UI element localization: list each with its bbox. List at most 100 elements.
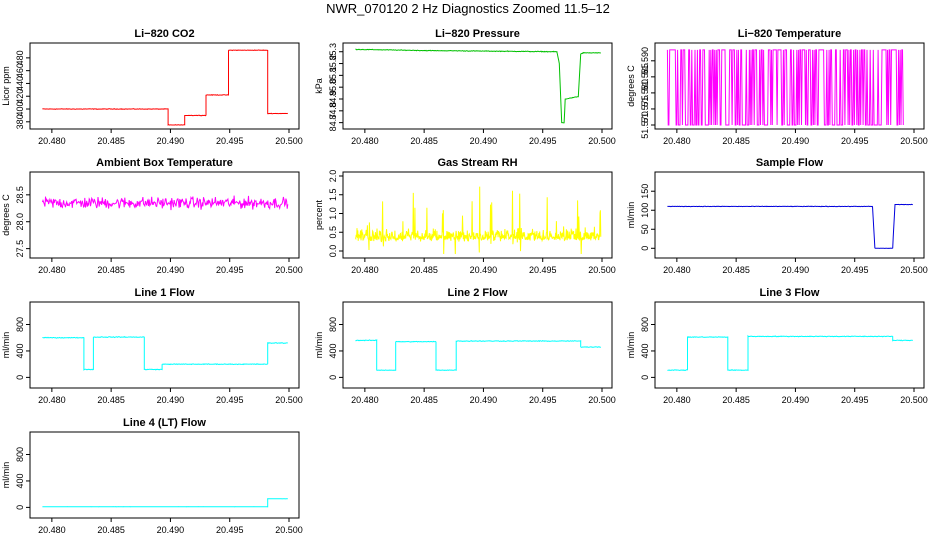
y-tick-label: 51.570: [640, 111, 650, 139]
data-line: [42, 49, 288, 126]
chart-title: Line 3 Flow: [760, 287, 820, 299]
x-tick-label: 20.490: [782, 265, 810, 275]
x-tick-label: 20.500: [588, 265, 616, 275]
y-tick-label: 400: [640, 343, 650, 358]
x-tick-label: 20.495: [529, 395, 557, 405]
y-tick-label: 84.9: [328, 90, 338, 108]
y-tick-label: 50: [640, 224, 650, 234]
y-tick-label: 400: [15, 473, 25, 488]
y-tick-label: 800: [640, 317, 650, 332]
y-tick-label: 1.0: [328, 207, 338, 220]
x-tick-label: 20.485: [410, 136, 438, 146]
x-tick-label: 20.490: [470, 265, 498, 275]
x-tick-label: 20.485: [722, 136, 750, 146]
plot-box: [342, 301, 613, 389]
x-tick-label: 20.490: [782, 136, 810, 146]
x-tick-label: 20.480: [38, 525, 66, 535]
x-tick-label: 20.480: [38, 265, 66, 275]
x-tick-label: 20.495: [216, 136, 244, 146]
plot-box: [342, 171, 613, 259]
y-axis-label: degrees C: [1, 194, 11, 236]
plot-box: [29, 431, 300, 519]
x-tick-label: 20.480: [351, 136, 379, 146]
chart-title: Li−820 Temperature: [738, 28, 841, 40]
chart-panel: Sample Flow ml/min 20.480 20.485 20.490 20.49…: [626, 157, 928, 275]
data-line: [354, 186, 602, 255]
chart-panel: Li−820 CO2 Licor ppm 20.480 20.485 20.490 20.…: [1, 28, 303, 146]
y-axis-label: kPa: [314, 78, 324, 94]
x-tick-label: 20.500: [275, 136, 303, 146]
x-tick-label: 20.500: [900, 136, 928, 146]
x-tick-label: 20.495: [216, 525, 244, 535]
data-line: [42, 336, 288, 371]
x-tick-label: 20.495: [841, 395, 869, 405]
x-tick-label: 20.495: [841, 265, 869, 275]
y-tick-label: 28.5: [15, 186, 25, 204]
y-tick-label: 0: [328, 375, 338, 380]
y-axis-label: ml/min: [1, 462, 11, 489]
x-tick-label: 20.480: [38, 395, 66, 405]
y-axis-label: ml/min: [626, 332, 636, 359]
x-tick-label: 20.485: [410, 395, 438, 405]
y-tick-label: 85.0: [328, 78, 338, 96]
x-tick-label: 20.485: [410, 265, 438, 275]
x-tick-label: 20.480: [663, 136, 691, 146]
chart-panel: Ambient Box Temperature degrees C 20.480 20…: [1, 157, 303, 275]
y-tick-label: 84.7: [328, 114, 338, 132]
x-tick-label: 20.490: [470, 395, 498, 405]
x-tick-label: 20.500: [275, 395, 303, 405]
x-tick-label: 20.485: [97, 525, 125, 535]
y-tick-label: 0: [640, 375, 650, 380]
x-tick-label: 20.495: [216, 395, 244, 405]
y-tick-label: 0: [15, 375, 25, 380]
x-tick-label: 20.495: [841, 136, 869, 146]
y-tick-label: 0.0: [328, 245, 338, 258]
data-line: [355, 338, 601, 371]
x-tick-label: 20.490: [157, 265, 185, 275]
y-tick-label: 400: [15, 102, 25, 117]
x-tick-label: 20.490: [157, 525, 185, 535]
y-tick-label: 51.585: [640, 63, 650, 91]
chart-panel: Line 4 (LT) Flow ml/min 20.480 20.485 20.490…: [1, 417, 303, 535]
y-tick-label: 1.5: [328, 188, 338, 201]
x-tick-label: 20.500: [275, 265, 303, 275]
x-tick-label: 20.500: [588, 395, 616, 405]
x-tick-label: 20.500: [588, 136, 616, 146]
x-tick-label: 20.485: [722, 395, 750, 405]
y-tick-label: 420: [15, 89, 25, 104]
y-axis-label: ml/min: [314, 332, 324, 359]
y-tick-label: 800: [328, 317, 338, 332]
x-tick-label: 20.490: [782, 395, 810, 405]
y-tick-label: 800: [15, 317, 25, 332]
data-line: [41, 195, 289, 211]
x-tick-label: 20.490: [157, 395, 185, 405]
x-tick-label: 20.490: [157, 136, 185, 146]
y-axis-label: ml/min: [1, 332, 11, 359]
y-tick-label: 440: [15, 76, 25, 91]
y-tick-label: 51.580: [640, 79, 650, 107]
x-tick-label: 20.480: [38, 136, 66, 146]
y-tick-label: 0.5: [328, 226, 338, 239]
data-line: [666, 49, 904, 126]
y-tick-label: 400: [15, 343, 25, 358]
y-tick-label: 51.575: [640, 95, 650, 123]
plot-box: [29, 301, 300, 389]
y-tick-label: 480: [15, 50, 25, 65]
plot-box: [29, 42, 300, 130]
x-tick-label: 20.485: [97, 136, 125, 146]
plot-box: [654, 42, 925, 130]
chart-panel: Line 1 Flow ml/min 20.480 20.485 20.490 20.49…: [1, 287, 303, 405]
x-tick-label: 20.485: [722, 265, 750, 275]
x-tick-label: 20.485: [97, 395, 125, 405]
chart-title: Li−820 CO2: [134, 28, 194, 40]
y-tick-label: 460: [15, 63, 25, 78]
y-tick-label: 800: [15, 447, 25, 462]
chart-title: Line 4 (LT) Flow: [123, 417, 206, 429]
plot-box: [29, 171, 300, 259]
y-tick-label: 28.0: [15, 213, 25, 231]
chart-title: Ambient Box Temperature: [96, 157, 233, 169]
y-tick-label: 85.3: [328, 43, 338, 61]
y-tick-label: 84.8: [328, 102, 338, 120]
chart-title: Line 2 Flow: [448, 287, 508, 299]
